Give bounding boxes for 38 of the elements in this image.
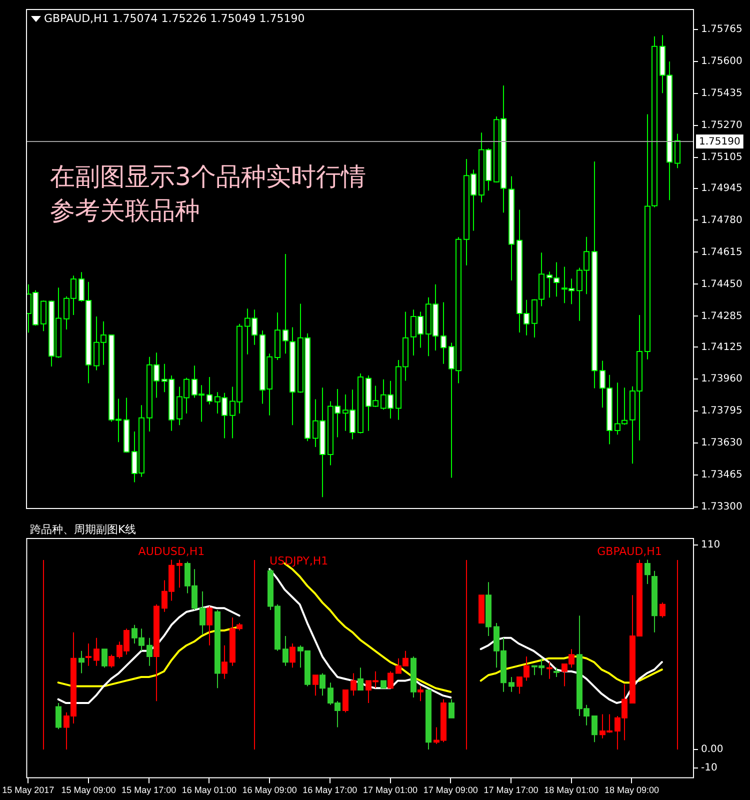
ref-line-label: 1.75190 xyxy=(699,136,740,148)
y-tick-label: 1.75435 xyxy=(701,88,742,99)
y-tick-label: 1.74615 xyxy=(701,246,742,258)
x-tick-label: 15 May 09:00 xyxy=(61,785,116,796)
series-label: AUDUSD,H1 xyxy=(138,545,205,558)
y-tick-label: 1.74125 xyxy=(701,342,742,353)
y-tick-label: -10 xyxy=(701,762,718,774)
x-tick-label: 17 May 17:00 xyxy=(484,785,538,796)
x-tick-label: 16 May 01:00 xyxy=(182,785,236,796)
chart-title: 跨品种、周期副图K线 xyxy=(30,522,136,537)
x-tick-label: 18 May 01:00 xyxy=(544,785,599,796)
y-tick-label: 1.73465 xyxy=(701,470,742,481)
x-tick-label: 16 May 17:00 xyxy=(302,785,358,796)
y-tick-label: 110 xyxy=(701,539,720,550)
y-tick-label: 1.75270 xyxy=(701,120,742,131)
y-tick-label: 1.74780 xyxy=(701,214,742,226)
y-tick-label: 1.74285 xyxy=(701,310,742,322)
series-label: GBPAUD,H1 xyxy=(597,545,662,558)
x-tick-label: 16 May 09:00 xyxy=(242,785,297,796)
y-tick-label: 1.75765 xyxy=(701,24,742,35)
x-tick-label: 18 May 09:00 xyxy=(604,785,660,796)
y-tick-label: 0.00 xyxy=(701,744,724,756)
x-tick-label: 17 May 09:00 xyxy=(423,785,478,796)
annotation: 参考关联品种 xyxy=(50,195,201,227)
x-tick-label: 17 May 01:00 xyxy=(363,785,418,796)
annotation: 在副图显示3个品种实时行情 xyxy=(50,161,366,193)
y-tick-label: 1.73300 xyxy=(701,502,742,513)
y-tick-label: 1.75600 xyxy=(701,56,742,67)
x-tick-label: 15 May 2017 xyxy=(2,785,54,796)
y-tick-label: 1.74945 xyxy=(701,182,742,194)
y-tick-label: 1.73795 xyxy=(701,406,742,417)
y-tick-label: 1.75105 xyxy=(701,152,742,163)
x-tick-label: 15 May 17:00 xyxy=(122,785,176,796)
y-tick-label: 1.73630 xyxy=(701,438,742,449)
y-tick-label: 1.74450 xyxy=(701,278,742,290)
y-tick-label: 1.73960 xyxy=(701,374,742,385)
chart-title: GBPAUD,H1 1.75074 1.75226 1.75049 1.75190 xyxy=(44,12,305,25)
series-label: USDJPY,H1 xyxy=(270,554,328,568)
